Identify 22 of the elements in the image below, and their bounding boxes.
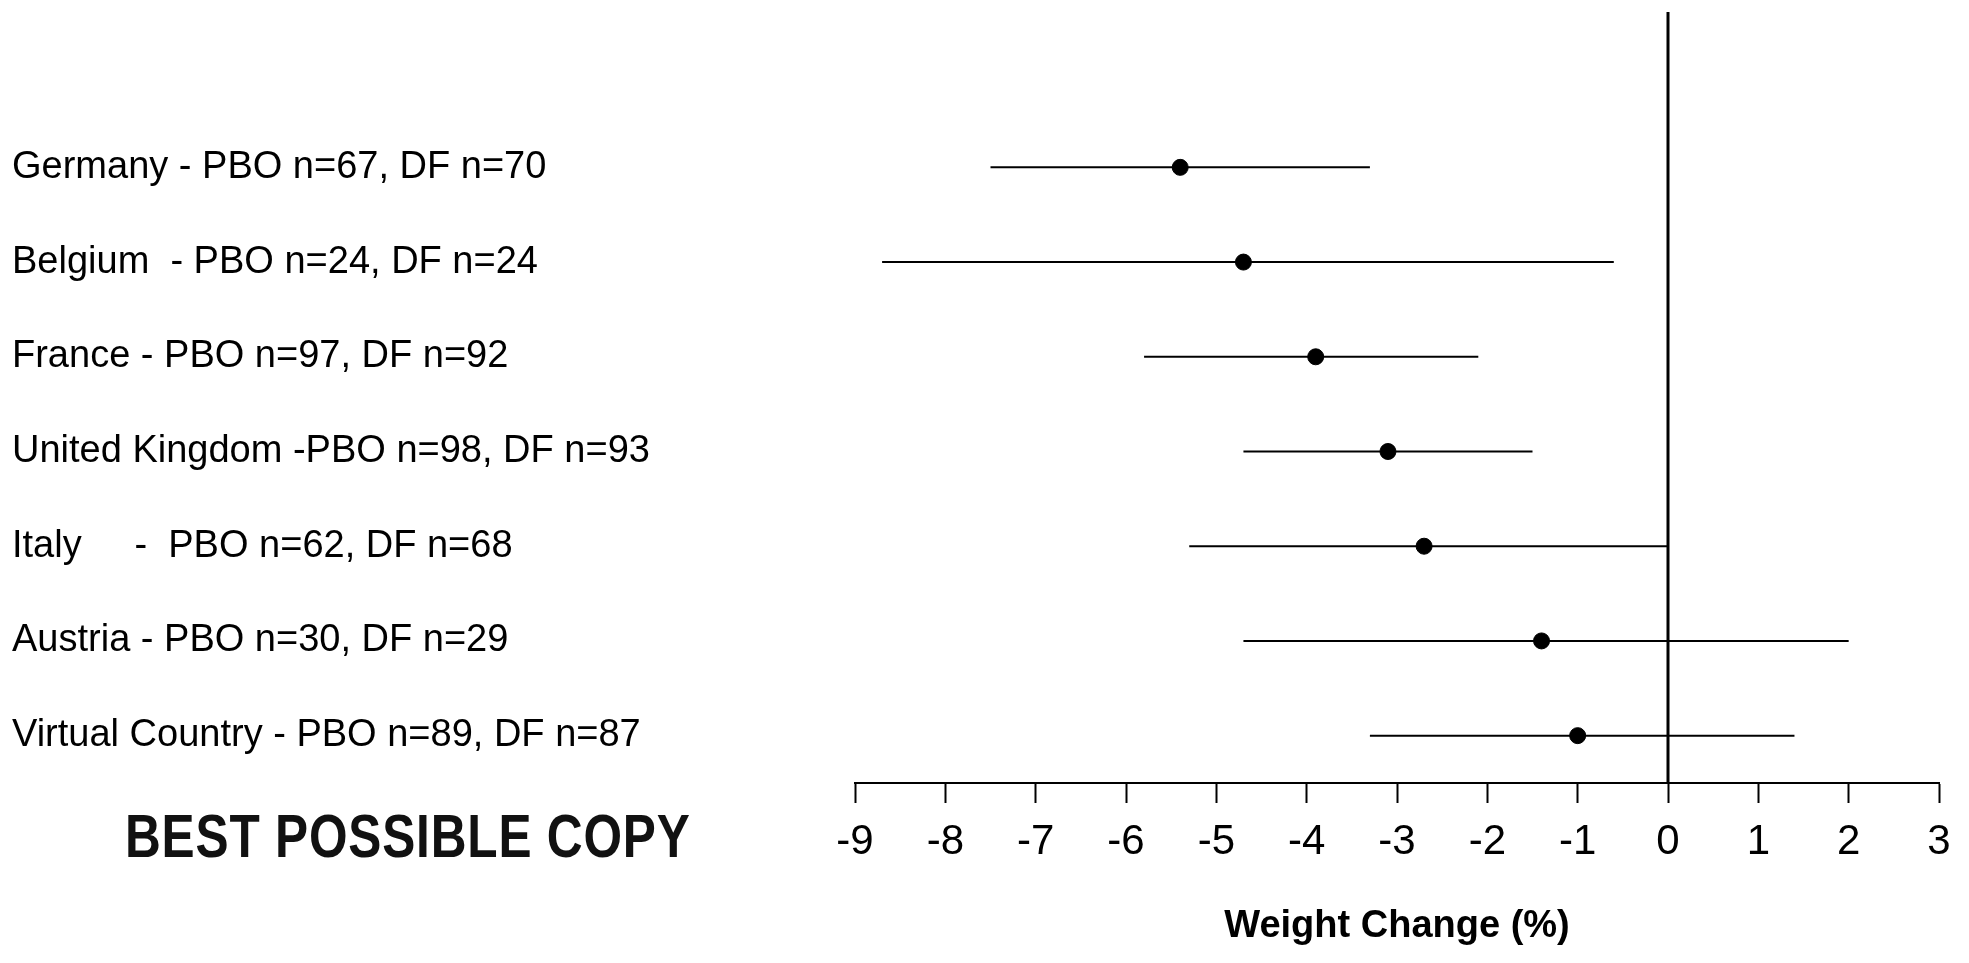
y-tick-label: Austria - PBO n=30, DF n=29 (12, 617, 509, 660)
x-tick-label: 0 (1656, 815, 1680, 863)
y-tick-label: United Kingdom -PBO n=98, DF n=93 (12, 427, 650, 470)
x-tick-label: -2 (1468, 815, 1507, 863)
x-tick-label: -8 (926, 815, 965, 863)
y-tick-label: Belgium - PBO n=24, DF n=24 (12, 238, 538, 281)
y-tick-label: Germany - PBO n=67, DF n=70 (12, 143, 547, 186)
x-tick-label: -3 (1378, 815, 1416, 863)
text: BEST POSSIBLE COPY (125, 800, 691, 871)
x-tick-label: -6 (1107, 815, 1145, 863)
x-axis-title: Weight Change (%) (1224, 902, 1570, 945)
x-tick-label: -9 (836, 815, 874, 863)
x-tick-label: 1 (1746, 815, 1771, 863)
x-tick-label: -7 (1016, 815, 1055, 863)
y-tick-label: Italy - PBO n=62, DF n=68 (12, 522, 513, 565)
x-tick-label: 3 (1927, 815, 1951, 863)
y-tick-label: France - PBO n=97, DF n=92 (12, 333, 509, 376)
y-tick-label: Virtual Country - PBO n=89, DF n=87 (12, 712, 641, 755)
x-tick-label: -4 (1287, 815, 1326, 863)
x-tick-label: -5 (1197, 815, 1236, 863)
x-tick-label: 2 (1836, 815, 1861, 863)
x-tick-label: -1 (1558, 815, 1597, 863)
